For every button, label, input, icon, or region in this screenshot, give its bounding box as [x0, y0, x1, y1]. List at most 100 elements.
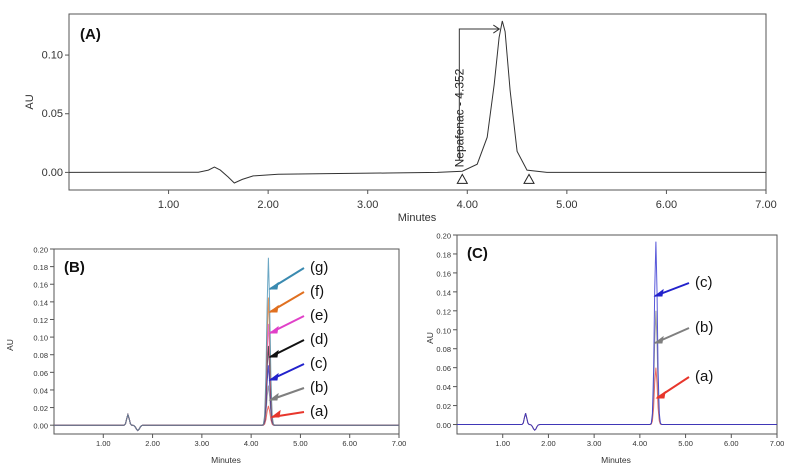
panel-c-y-tick-label: 0.18 [436, 250, 451, 259]
panel-b-chart: 0.00 0.02 0.04 0.06 0.08 0.10 0.12 0.14 0.16 0.18… [5, 246, 406, 466]
panel-a-plot-frame [68, 13, 767, 191]
panel-a-x-tick-label: 3.00 [357, 199, 378, 211]
panel-a-chart: 0.00 0.05 0.10 1.00 2.00 3.00 4.00 5.00 6.00 7.0… [24, 13, 777, 224]
panel-c-y-ticks: 0.00 0.02 0.04 0.06 0.08 0.10 0.12 0.14 0.16 0.18… [436, 232, 457, 430]
panel-b-x-tick-label: 5.00 [293, 439, 308, 448]
panel-b-x-axis-label: Minutes [211, 455, 241, 465]
panel-b-x-tick-label: 7.00 [392, 439, 407, 448]
panel-c-x-tick-label: 5.00 [678, 439, 693, 448]
b-trace-e [54, 323, 399, 432]
panel-c-x-axis-label: Minutes [601, 455, 631, 465]
panel-b-y-tick-label: 0.00 [33, 422, 48, 431]
panel-c-traces [457, 241, 777, 431]
b-trace-c [54, 365, 399, 432]
panel-c-y-tick-label: 0.12 [436, 307, 451, 316]
panel-b-y-tick-label: 0.06 [33, 369, 48, 378]
panel-b-x-tick-label: 4.00 [244, 439, 259, 448]
panel-c-x-tick-label: 1.00 [495, 439, 510, 448]
panel-c-callouts: (a) (b) (c) [653, 274, 713, 399]
b-trace-g [54, 257, 399, 432]
panel-c-y-tick-label: 0.10 [436, 326, 451, 335]
panel-a-x-tick-label: 7.00 [755, 199, 776, 211]
panel-c-y-tick-label: 0.14 [436, 288, 451, 297]
panel-c-x-tick-label: 2.00 [541, 439, 556, 448]
b-callout-label: (e) [310, 307, 328, 324]
b-trace-a [54, 405, 399, 432]
c-callout-arrowhead [655, 390, 666, 399]
c-callout-label: (b) [695, 319, 713, 336]
c-trace-b [457, 310, 777, 431]
panel-a-y-axis-label: AU [24, 94, 36, 109]
integration-marker [523, 173, 535, 184]
panel-b-y-tick-label: 0.10 [33, 334, 48, 343]
b-callout-label: (f) [310, 283, 324, 300]
panel-b-traces [54, 257, 399, 432]
b-callout-arrowhead [268, 372, 279, 381]
panel-c-y-tick-label: 0.06 [436, 364, 451, 373]
b-callout-label: (d) [310, 331, 328, 348]
b-callout-arrowhead [268, 281, 279, 290]
panel-b-y-tick-label: 0.20 [33, 246, 48, 255]
panel-c-x-tick-label: 3.00 [587, 439, 602, 448]
panel-b-y-axis-label: AU [5, 339, 15, 351]
panel-b-y-tick-label: 0.12 [33, 316, 48, 325]
c-callout-label: (c) [695, 274, 713, 291]
panel-a-x-tick-label: 1.00 [158, 199, 179, 211]
panel-b-y-tick-label: 0.02 [33, 404, 48, 413]
panel-c-y-tick-label: 0.00 [436, 421, 451, 430]
panel-b-y-tick-label: 0.18 [33, 263, 48, 272]
panel-b-x-tick-label: 1.00 [96, 439, 111, 448]
panel-a-x-axis-label: Minutes [398, 212, 437, 224]
panel-b-y-tick-label: 0.16 [33, 281, 48, 290]
c-callout-label: (a) [695, 368, 713, 385]
panel-b-label: (B) [64, 259, 85, 276]
b-callout-label: (a) [310, 403, 328, 420]
panel-b-y-tick-label: 0.08 [33, 351, 48, 360]
panel-c-x-tick-label: 6.00 [724, 439, 739, 448]
c-callout-arrowhead [653, 335, 664, 344]
panel-a-x-tick-label: 5.00 [556, 199, 577, 211]
c-trace-a [457, 367, 777, 431]
panel-c-x-tick-label: 7.00 [770, 439, 785, 448]
b-callout-label: (c) [310, 355, 328, 372]
panel-b-y-tick-label: 0.04 [33, 386, 48, 395]
panel-c-y-tick-label: 0.02 [436, 402, 451, 411]
panel-a-x-tick-label: 2.00 [257, 199, 278, 211]
panel-a-y-tick-label: 0.05 [42, 108, 63, 120]
b-trace-d [54, 345, 399, 432]
b-callout-arrowhead [270, 409, 281, 418]
b-callout-arrowhead [268, 392, 279, 401]
panel-a-x-tick-label: 4.00 [457, 199, 478, 211]
panel-b-x-tick-label: 6.00 [342, 439, 357, 448]
panel-a-x-ticks: 1.00 2.00 3.00 4.00 5.00 6.00 7.00 [158, 190, 777, 211]
panel-b-callouts: (a) (b) (c) (d) (e) (f) (g) [268, 259, 328, 420]
c-trace-c [457, 241, 777, 431]
integration-markers [456, 173, 535, 184]
panel-b-x-tick-label: 3.00 [195, 439, 210, 448]
panel-c-y-axis-label: AU [425, 332, 435, 344]
panel-c-x-ticks: 1.00 2.00 3.00 4.00 5.00 6.00 7.00 [495, 434, 784, 448]
panel-a-y-tick-label: 0.10 [42, 50, 63, 62]
panel-c-plot-frame [456, 234, 778, 435]
panel-c-y-tick-label: 0.08 [436, 345, 451, 354]
panel-b-y-tick-label: 0.14 [33, 298, 48, 307]
panel-c-chart: 0.00 0.02 0.04 0.06 0.08 0.10 0.12 0.14 0.16 0.18… [425, 232, 784, 466]
panel-c-y-tick-label: 0.16 [436, 269, 451, 278]
c-callout-arrowhead [653, 288, 664, 297]
panel-b-y-ticks: 0.00 0.02 0.04 0.06 0.08 0.10 0.12 0.14 0.16 0.18… [33, 246, 54, 431]
panel-a-trace [68, 20, 766, 184]
b-callout-arrowhead [268, 304, 279, 313]
panel-b-plot-frame [53, 248, 400, 435]
b-trace-f [54, 297, 399, 432]
panel-c-y-tick-label: 0.20 [436, 232, 451, 241]
panel-a-y-tick-label: 0.00 [42, 167, 63, 179]
b-callout-arrowhead [268, 349, 279, 358]
panel-b-x-ticks: 1.00 2.00 3.00 4.00 5.00 6.00 7.00 [96, 434, 406, 448]
panel-c-x-tick-label: 4.00 [633, 439, 648, 448]
panel-a-y-ticks: 0.00 0.05 0.10 [42, 50, 69, 179]
panel-a-label: (A) [80, 26, 101, 43]
panel-c-y-tick-label: 0.04 [436, 383, 451, 392]
b-callout-label: (g) [310, 259, 328, 276]
panel-b-x-tick-label: 2.00 [145, 439, 160, 448]
